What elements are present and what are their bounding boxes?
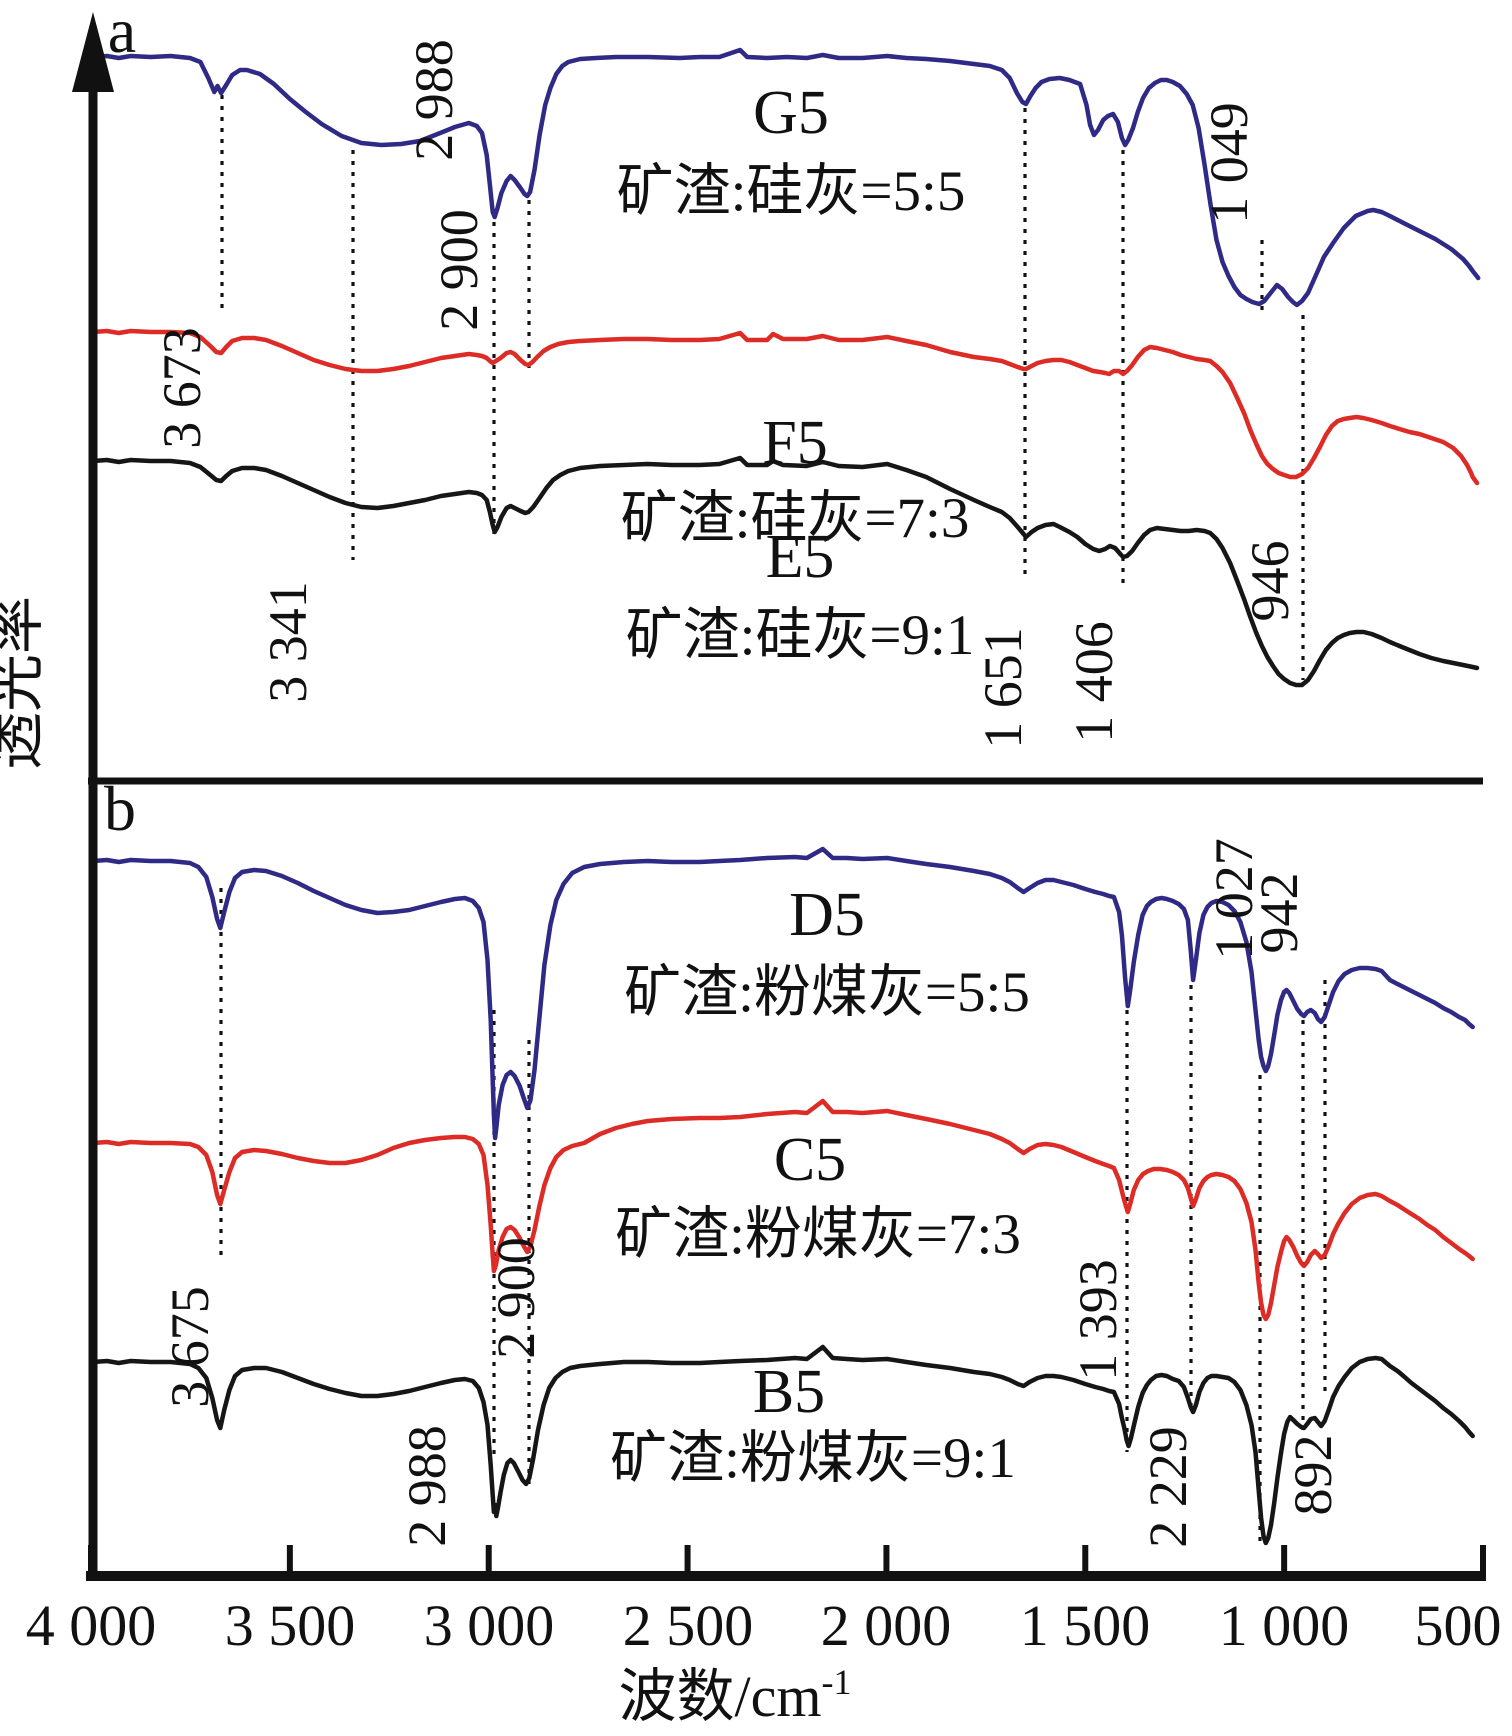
- x-tick-label-4000: 4 000: [26, 1593, 157, 1658]
- x-tick-label-3500: 3 500: [225, 1593, 356, 1658]
- y-axis-arrow-icon: [72, 12, 114, 92]
- y-axis-title: 透光率: [0, 596, 49, 770]
- peak-label-a-3673: 3 673: [152, 327, 212, 449]
- peak-label-a-1406: 1 406: [1064, 621, 1124, 743]
- peak-label-b-2900: 2 900: [486, 1237, 546, 1359]
- peak-label-b-3675: 3 675: [160, 1286, 220, 1408]
- series-name-B5: B5: [753, 1358, 825, 1426]
- spectrum-curve-B5: [90, 1344, 1475, 1546]
- peak-label-b-1393: 1 393: [1068, 1259, 1128, 1381]
- x-tick-label-2500: 2 500: [623, 1593, 754, 1658]
- x-tick-label-3000: 3 000: [424, 1593, 555, 1658]
- peak-label-a-2988: 2 988: [404, 39, 464, 161]
- peak-label-a-3341: 3 341: [258, 581, 318, 703]
- series-ratio-D5: 矿渣:粉煤灰=5:5: [624, 961, 1030, 1024]
- spectrum-curve-D5: [90, 846, 1475, 1141]
- series-name-E5: E5: [766, 523, 835, 591]
- spectrum-curve-F5: [90, 328, 1480, 486]
- series-name-F5: F5: [762, 409, 827, 477]
- series-ratio-E5: 矿渣:硅灰=9:1: [626, 604, 975, 667]
- spectrum-curve-G5: [90, 47, 1481, 308]
- x-tick-label-500: 500: [1415, 1593, 1502, 1658]
- peak-label-a-1049: 1 049: [1199, 102, 1259, 224]
- x-tick-label-2000: 2 000: [821, 1593, 952, 1658]
- series-name-G5: G5: [753, 79, 829, 147]
- series-ratio-C5: 矿渣:粉煤灰=7:3: [615, 1203, 1021, 1266]
- x-tick-label-1500: 1 500: [1020, 1593, 1151, 1658]
- series-name-C5: C5: [774, 1126, 846, 1194]
- peak-label-b-892: 892: [1283, 1435, 1343, 1516]
- peak-label-b-942: 942: [1249, 873, 1309, 954]
- spectrum-curve-E5: [90, 455, 1480, 688]
- peak-label-a-1651: 1 651: [973, 627, 1033, 749]
- x-tick-label-1000: 1 000: [1219, 1593, 1350, 1658]
- series-ratio-F5: 矿渣:硅灰=7:3: [621, 487, 970, 550]
- panel-tag-a: a: [108, 0, 136, 66]
- peak-label-b-1027: 1 027: [1204, 838, 1264, 960]
- x-axis-title: 波数/cm-1: [619, 1662, 852, 1729]
- peak-label-a-2900: 2 900: [429, 209, 489, 331]
- series-ratio-G5: 矿渣:硅灰=5:5: [617, 160, 966, 223]
- peak-label-b-2229: 2 229: [1138, 1426, 1198, 1548]
- panel-tag-b: b: [104, 773, 136, 844]
- peak-label-a-946: 946: [1240, 541, 1300, 622]
- series-name-D5: D5: [789, 881, 865, 949]
- series-ratio-B5: 矿渣:粉煤灰=9:1: [610, 1427, 1016, 1490]
- spectrum-curve-C5: [90, 1098, 1475, 1322]
- peak-label-b-2988: 2 988: [397, 1425, 457, 1547]
